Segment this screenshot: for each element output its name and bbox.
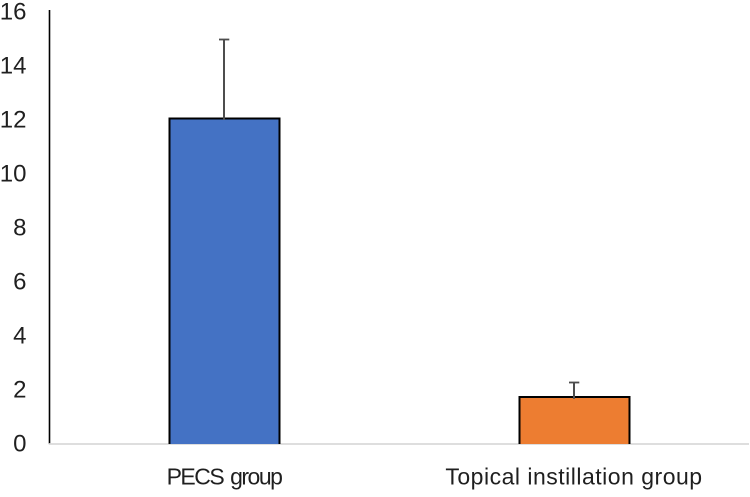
svg-text:10: 10 bbox=[0, 161, 27, 188]
svg-text:12: 12 bbox=[0, 107, 27, 134]
svg-text:8: 8 bbox=[13, 215, 26, 242]
svg-text:16: 16 bbox=[0, 0, 27, 26]
svg-text:PECS group: PECS group bbox=[167, 464, 283, 490]
svg-text:6: 6 bbox=[13, 269, 26, 296]
svg-text:2: 2 bbox=[13, 377, 26, 404]
svg-text:4: 4 bbox=[13, 323, 26, 350]
svg-text:14: 14 bbox=[0, 53, 27, 80]
svg-text:Topical instillation group: Topical instillation group bbox=[445, 464, 702, 490]
svg-text:0: 0 bbox=[13, 431, 26, 458]
